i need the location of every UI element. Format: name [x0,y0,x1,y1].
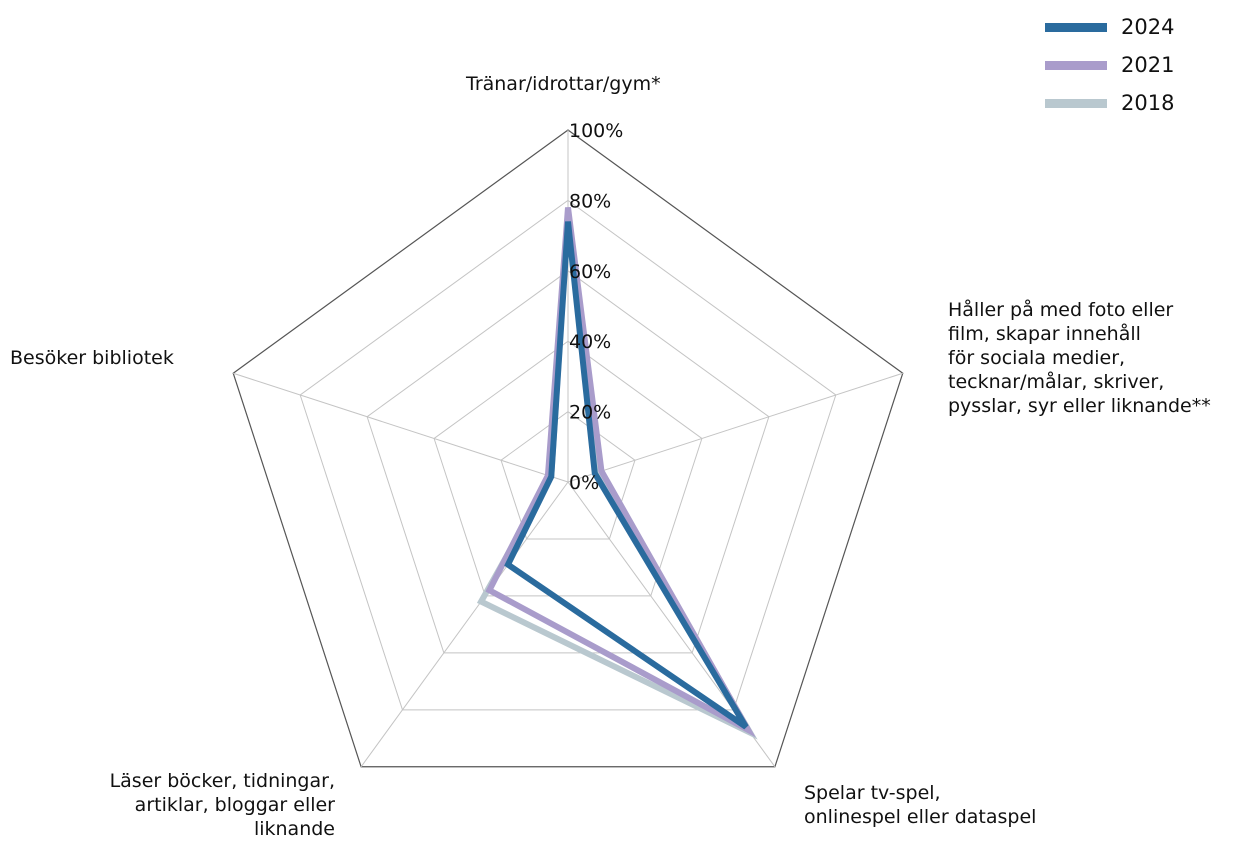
legend: 2024 2021 2018 [1045,8,1174,122]
tick-label-5: 100% [569,120,623,142]
legend-item-2021: 2021 [1045,46,1174,84]
axis-label-creative: Håller på med foto eller film, skapar in… [948,299,1211,417]
legend-swatch-2021 [1045,60,1107,70]
grid-spoke-1 [567,372,903,483]
tick-label-3: 60% [569,261,611,283]
tick-label-4: 80% [569,190,611,212]
series-2024 [504,221,749,730]
grid-ring-40 [433,340,703,597]
legend-item-2018: 2018 [1045,84,1174,122]
grid-spoke-4 [233,372,569,483]
legend-label-2021: 2021 [1121,53,1175,77]
series-2018 [476,214,758,740]
tick-label-2: 40% [569,331,611,353]
axis-label-gaming: Spelar tv-spel, onlinespel eller dataspe… [804,782,1037,828]
radar-grid [232,129,904,768]
grid-ring-60 [366,270,770,654]
tick-label-0: 0% [569,472,599,494]
legend-item-2024: 2024 [1045,8,1174,46]
axis-label-reading: Läser böcker, tidningar, artiklar, blogg… [109,770,335,840]
axis-label-library: Besöker bibliotek [10,347,174,369]
grid-spoke-3 [360,481,569,768]
legend-label-2018: 2018 [1121,91,1175,115]
radar-series [476,207,758,740]
legend-swatch-2018 [1045,98,1107,108]
legend-label-2024: 2024 [1121,15,1175,39]
radar-tick-labels: 0% 20% 40% 60% 80% 100% [569,120,623,494]
tick-label-1: 20% [569,402,611,424]
grid-ring-100 [232,129,904,768]
grid-ring-20 [500,410,636,540]
axis-label-training: Tränar/idrottar/gym* [466,73,661,95]
legend-swatch-2024 [1045,22,1107,32]
grid-ring-80 [299,199,837,711]
